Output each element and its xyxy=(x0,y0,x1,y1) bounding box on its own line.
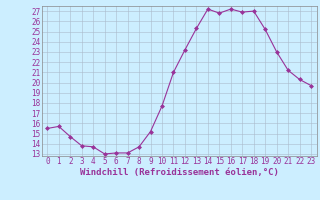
X-axis label: Windchill (Refroidissement éolien,°C): Windchill (Refroidissement éolien,°C) xyxy=(80,168,279,177)
